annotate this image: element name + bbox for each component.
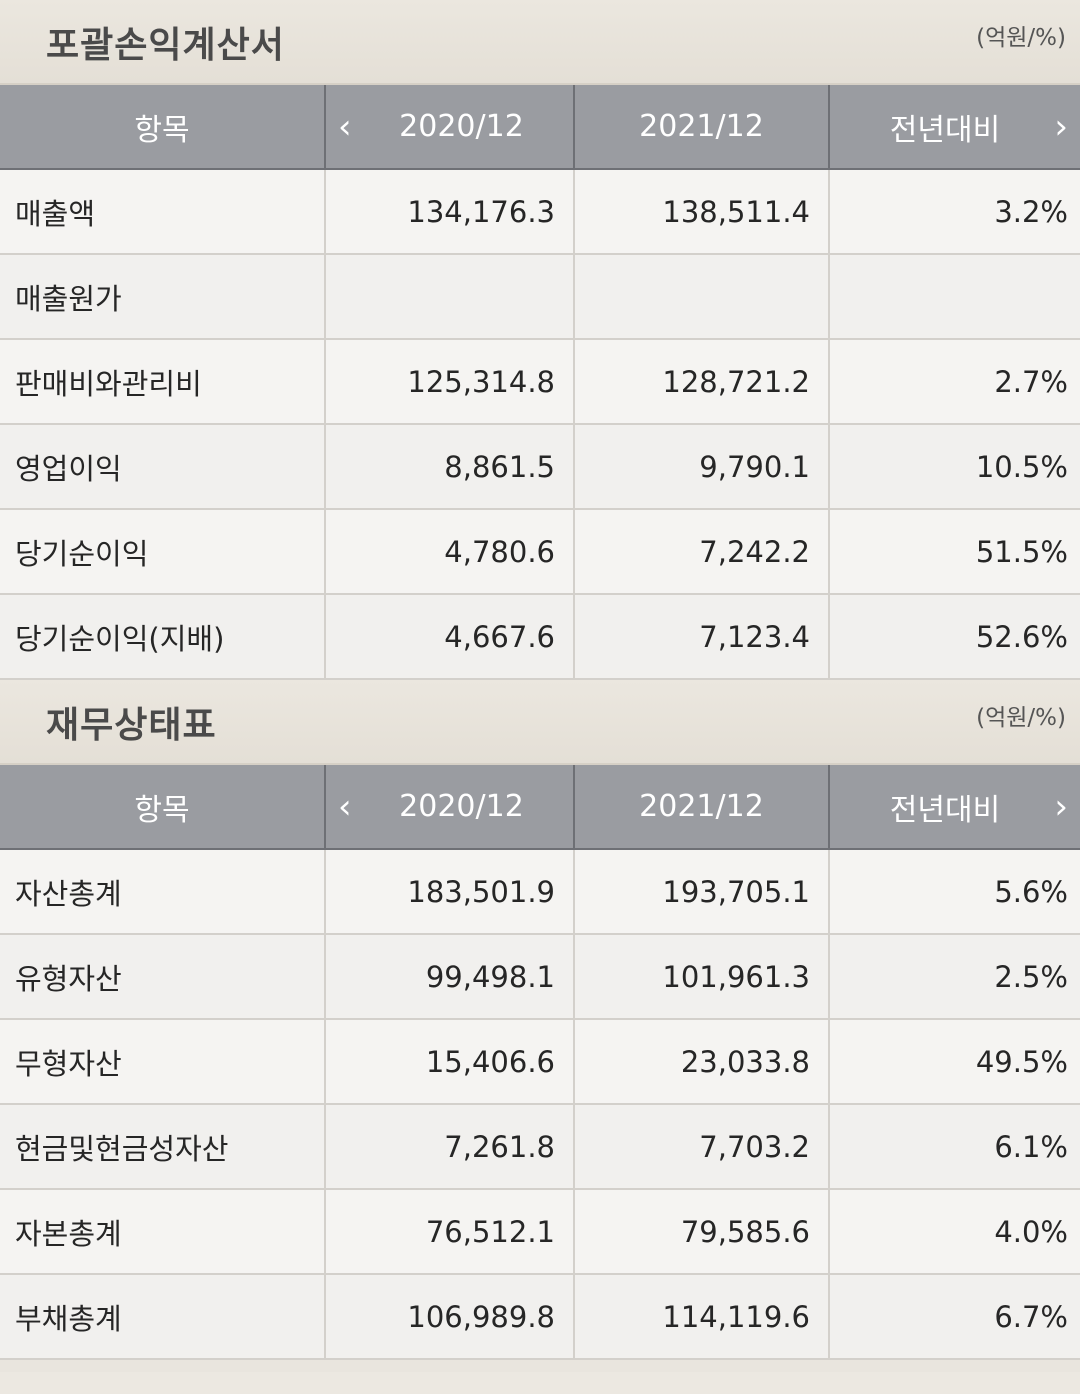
row-label: 당기순이익 bbox=[0, 509, 325, 595]
table-header-row: 항목 ‹ 2020/12 2021/12 전년대비 › bbox=[0, 765, 1080, 850]
cell-yoy bbox=[828, 254, 1080, 340]
cell-2021: 101,961.3 bbox=[573, 934, 829, 1020]
table-row: 부채총계 106,989.8 114,119.6 6.7% bbox=[0, 1274, 1080, 1360]
cell-yoy: 49.5% bbox=[828, 1019, 1080, 1105]
cell-yoy: 6.1% bbox=[828, 1104, 1080, 1190]
table-row: 매출원가 bbox=[0, 254, 1080, 340]
row-label: 영업이익 bbox=[0, 424, 325, 510]
cell-yoy: 5.6% bbox=[828, 849, 1080, 935]
cell-2021: 114,119.6 bbox=[573, 1274, 829, 1360]
cell-2021: 7,242.2 bbox=[573, 509, 829, 595]
cell-yoy: 52.6% bbox=[828, 594, 1080, 680]
row-label: 매출원가 bbox=[0, 254, 325, 340]
header-item: 항목 bbox=[0, 765, 325, 850]
row-label: 무형자산 bbox=[0, 1019, 325, 1105]
cell-2020: 134,176.3 bbox=[324, 169, 574, 255]
table-row: 판매비와관리비 125,314.8 128,721.2 2.7% bbox=[0, 339, 1080, 425]
table-row: 매출액 134,176.3 138,511.4 3.2% bbox=[0, 169, 1080, 255]
table-row: 현금및현금성자산 7,261.8 7,703.2 6.1% bbox=[0, 1104, 1080, 1190]
row-label: 현금및현금성자산 bbox=[0, 1104, 325, 1190]
header-period-2: 2021/12 bbox=[573, 85, 829, 170]
cell-2021: 138,511.4 bbox=[573, 169, 829, 255]
income-unit-label: (억원/%) bbox=[976, 25, 1066, 51]
header-yoy: 전년대비 › bbox=[828, 85, 1080, 170]
header-period-1: ‹ 2020/12 bbox=[324, 85, 574, 170]
row-label: 자본총계 bbox=[0, 1189, 325, 1275]
balance-unit-label: (억원/%) bbox=[976, 705, 1066, 731]
row-label: 판매비와관리비 bbox=[0, 339, 325, 425]
cell-yoy: 4.0% bbox=[828, 1189, 1080, 1275]
row-label: 자산총계 bbox=[0, 849, 325, 935]
chevron-right-icon[interactable]: › bbox=[1054, 106, 1068, 147]
cell-2021 bbox=[573, 254, 829, 340]
cell-yoy: 2.7% bbox=[828, 339, 1080, 425]
table-row: 자본총계 76,512.1 79,585.6 4.0% bbox=[0, 1189, 1080, 1275]
cell-2021: 79,585.6 bbox=[573, 1189, 829, 1275]
cell-2021: 193,705.1 bbox=[573, 849, 829, 935]
cell-2020: 15,406.6 bbox=[324, 1019, 574, 1105]
cell-yoy: 2.5% bbox=[828, 934, 1080, 1020]
header-item: 항목 bbox=[0, 85, 325, 170]
table-row: 당기순이익(지배) 4,667.6 7,123.4 52.6% bbox=[0, 594, 1080, 680]
balance-table: 항목 ‹ 2020/12 2021/12 전년대비 › 자산총계 183,501.… bbox=[0, 765, 1080, 1360]
cell-yoy: 6.7% bbox=[828, 1274, 1080, 1360]
cell-2021: 23,033.8 bbox=[573, 1019, 829, 1105]
row-label: 부채총계 bbox=[0, 1274, 325, 1360]
row-label: 매출액 bbox=[0, 169, 325, 255]
table-row: 무형자산 15,406.6 23,033.8 49.5% bbox=[0, 1019, 1080, 1105]
cell-2020: 4,780.6 bbox=[324, 509, 574, 595]
cell-2020: 8,861.5 bbox=[324, 424, 574, 510]
chevron-left-icon[interactable]: ‹ bbox=[338, 106, 352, 147]
cell-yoy: 10.5% bbox=[828, 424, 1080, 510]
balance-section-header: 재무상태표 (억원/%) bbox=[0, 680, 1080, 765]
cell-2020: 7,261.8 bbox=[324, 1104, 574, 1190]
table-row: 유형자산 99,498.1 101,961.3 2.5% bbox=[0, 934, 1080, 1020]
row-label: 당기순이익(지배) bbox=[0, 594, 325, 680]
table-row: 자산총계 183,501.9 193,705.1 5.6% bbox=[0, 849, 1080, 935]
balance-section-title: 재무상태표 bbox=[46, 704, 217, 746]
cell-2020 bbox=[324, 254, 574, 340]
income-section-header: 포괄손익계산서 (억원/%) bbox=[0, 0, 1080, 85]
cell-2021: 128,721.2 bbox=[573, 339, 829, 425]
cell-2020: 106,989.8 bbox=[324, 1274, 574, 1360]
header-period-1: ‹ 2020/12 bbox=[324, 765, 574, 850]
cell-yoy: 51.5% bbox=[828, 509, 1080, 595]
header-period-2: 2021/12 bbox=[573, 765, 829, 850]
header-yoy: 전년대비 › bbox=[828, 765, 1080, 850]
cell-2021: 9,790.1 bbox=[573, 424, 829, 510]
cell-yoy: 3.2% bbox=[828, 169, 1080, 255]
chevron-left-icon[interactable]: ‹ bbox=[338, 786, 352, 827]
row-label: 유형자산 bbox=[0, 934, 325, 1020]
cell-2021: 7,123.4 bbox=[573, 594, 829, 680]
income-section-title: 포괄손익계산서 bbox=[46, 24, 285, 66]
cell-2020: 125,314.8 bbox=[324, 339, 574, 425]
cell-2020: 99,498.1 bbox=[324, 934, 574, 1020]
table-header-row: 항목 ‹ 2020/12 2021/12 전년대비 › bbox=[0, 85, 1080, 170]
table-row: 영업이익 8,861.5 9,790.1 10.5% bbox=[0, 424, 1080, 510]
income-table: 항목 ‹ 2020/12 2021/12 전년대비 › 매출액 134,176.3… bbox=[0, 85, 1080, 680]
bottom-spacer bbox=[0, 1360, 1080, 1372]
cell-2021: 7,703.2 bbox=[573, 1104, 829, 1190]
cell-2020: 183,501.9 bbox=[324, 849, 574, 935]
cell-2020: 76,512.1 bbox=[324, 1189, 574, 1275]
table-row: 당기순이익 4,780.6 7,242.2 51.5% bbox=[0, 509, 1080, 595]
cell-2020: 4,667.6 bbox=[324, 594, 574, 680]
chevron-right-icon[interactable]: › bbox=[1054, 786, 1068, 827]
